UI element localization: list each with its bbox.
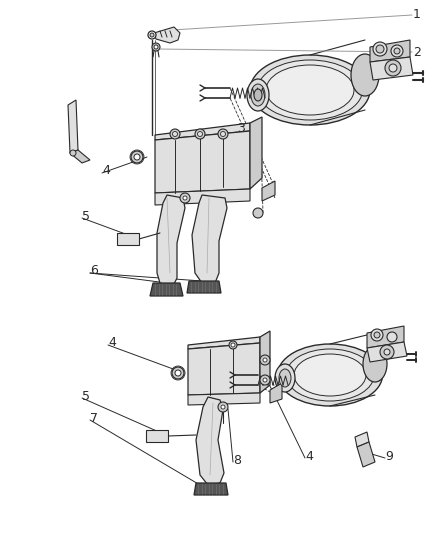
Bar bbox=[117, 233, 139, 245]
Polygon shape bbox=[357, 442, 375, 467]
Ellipse shape bbox=[294, 354, 366, 396]
Text: 4: 4 bbox=[305, 449, 313, 463]
Polygon shape bbox=[188, 393, 260, 405]
Polygon shape bbox=[70, 150, 90, 163]
Text: 8: 8 bbox=[233, 454, 241, 466]
Polygon shape bbox=[68, 100, 78, 153]
Polygon shape bbox=[150, 283, 183, 296]
Circle shape bbox=[131, 151, 143, 163]
Text: 5: 5 bbox=[82, 390, 90, 402]
Ellipse shape bbox=[351, 54, 379, 96]
Circle shape bbox=[387, 332, 397, 342]
Circle shape bbox=[220, 132, 226, 136]
Polygon shape bbox=[155, 123, 250, 140]
Ellipse shape bbox=[278, 344, 382, 406]
Circle shape bbox=[389, 64, 397, 72]
Polygon shape bbox=[188, 343, 260, 395]
Circle shape bbox=[376, 45, 384, 53]
Circle shape bbox=[218, 129, 228, 139]
Circle shape bbox=[371, 329, 383, 341]
Text: 1: 1 bbox=[413, 9, 421, 21]
Ellipse shape bbox=[279, 369, 291, 387]
Circle shape bbox=[263, 378, 267, 382]
Bar bbox=[146, 430, 168, 442]
Circle shape bbox=[231, 343, 235, 347]
Polygon shape bbox=[270, 383, 282, 403]
Polygon shape bbox=[194, 483, 228, 495]
Circle shape bbox=[394, 48, 400, 54]
Polygon shape bbox=[262, 181, 275, 201]
Circle shape bbox=[173, 132, 177, 136]
Polygon shape bbox=[250, 117, 262, 189]
Circle shape bbox=[374, 332, 380, 338]
Polygon shape bbox=[367, 326, 404, 348]
Polygon shape bbox=[187, 281, 221, 293]
Ellipse shape bbox=[247, 79, 269, 111]
Circle shape bbox=[180, 193, 190, 203]
Text: 7: 7 bbox=[90, 411, 98, 424]
Circle shape bbox=[198, 132, 202, 136]
Text: 4: 4 bbox=[108, 336, 116, 350]
Ellipse shape bbox=[258, 60, 363, 120]
Circle shape bbox=[391, 45, 403, 57]
Polygon shape bbox=[155, 189, 250, 205]
Polygon shape bbox=[155, 131, 250, 193]
Circle shape bbox=[70, 150, 76, 156]
Circle shape bbox=[260, 355, 270, 365]
Circle shape bbox=[221, 405, 225, 409]
Circle shape bbox=[385, 60, 401, 76]
Polygon shape bbox=[196, 397, 224, 485]
Circle shape bbox=[154, 45, 158, 49]
Circle shape bbox=[260, 375, 270, 385]
Ellipse shape bbox=[275, 364, 295, 392]
Text: 2: 2 bbox=[413, 45, 421, 59]
Text: 6: 6 bbox=[90, 264, 98, 278]
Polygon shape bbox=[370, 57, 413, 80]
Text: 4: 4 bbox=[102, 165, 110, 177]
Circle shape bbox=[172, 367, 184, 379]
Circle shape bbox=[229, 341, 237, 349]
Text: 3: 3 bbox=[237, 122, 245, 134]
Ellipse shape bbox=[363, 346, 387, 382]
Text: 9: 9 bbox=[385, 449, 393, 463]
Circle shape bbox=[150, 33, 154, 37]
Ellipse shape bbox=[286, 349, 374, 401]
Circle shape bbox=[384, 349, 390, 355]
Circle shape bbox=[134, 154, 140, 160]
Circle shape bbox=[183, 196, 187, 200]
Circle shape bbox=[170, 129, 180, 139]
Polygon shape bbox=[154, 27, 180, 43]
Ellipse shape bbox=[254, 89, 262, 101]
Polygon shape bbox=[355, 432, 369, 447]
Circle shape bbox=[253, 208, 263, 218]
Circle shape bbox=[148, 31, 156, 39]
Polygon shape bbox=[188, 337, 260, 349]
Polygon shape bbox=[260, 331, 270, 393]
Circle shape bbox=[380, 345, 394, 359]
Polygon shape bbox=[157, 195, 185, 286]
Circle shape bbox=[373, 42, 387, 56]
Circle shape bbox=[218, 402, 228, 412]
Ellipse shape bbox=[251, 84, 265, 106]
Polygon shape bbox=[367, 342, 407, 362]
Ellipse shape bbox=[266, 65, 354, 115]
Circle shape bbox=[152, 43, 160, 51]
Circle shape bbox=[175, 370, 181, 376]
Polygon shape bbox=[192, 195, 227, 283]
Ellipse shape bbox=[250, 55, 370, 125]
Text: 5: 5 bbox=[82, 209, 90, 222]
Circle shape bbox=[263, 358, 267, 362]
Polygon shape bbox=[370, 40, 410, 62]
Circle shape bbox=[195, 129, 205, 139]
